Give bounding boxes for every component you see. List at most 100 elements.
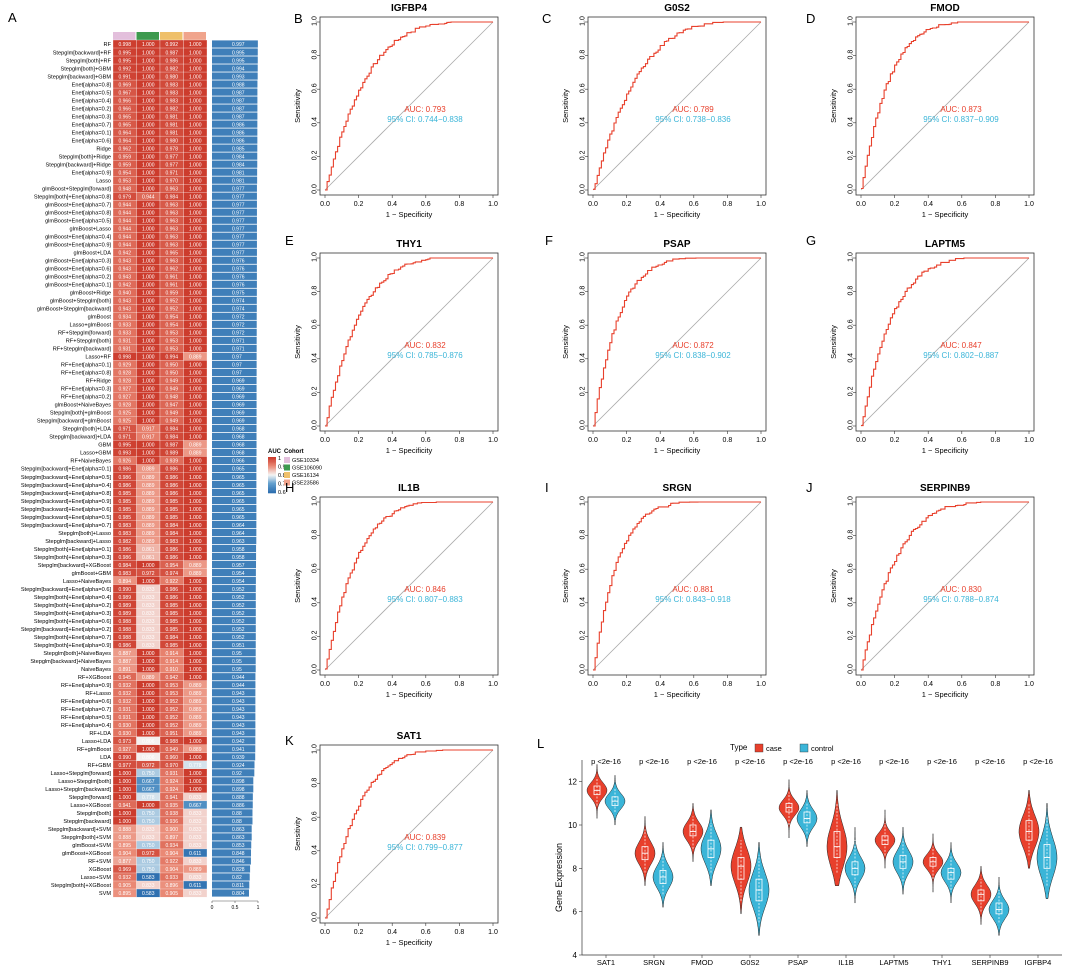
heat-cell-label: 0.894 — [118, 579, 131, 585]
legend-type-title: Type — [730, 743, 748, 752]
heat-cell-label: 0.986 — [165, 475, 178, 481]
violin-box-case — [689, 824, 697, 837]
roc-x-tick-label: 0.6 — [957, 201, 967, 208]
roc-plot-frame — [855, 252, 1035, 432]
violin-y-tick-label: 6 — [573, 908, 578, 917]
heat-cell-label: 1.000 — [189, 635, 202, 641]
heat-cell-label: 1.000 — [142, 411, 155, 417]
roc-x-tick-label: 0.0 — [856, 681, 866, 688]
roc-plot-frame — [319, 252, 499, 432]
heat-cell-label: 1.000 — [142, 291, 155, 297]
heat-cell-label: 0.988 — [118, 635, 131, 641]
heat-cell-label: 0.944 — [118, 218, 131, 224]
bar-axis-tick-label: 1 — [257, 905, 260, 911]
model-label: Stepglm[both]+Enet[alpha=0.7] — [34, 635, 112, 641]
heat-cell-label: 1.000 — [189, 459, 202, 465]
heat-cell-label: 0.889 — [189, 443, 202, 449]
mean-auc-label: 0.977 — [232, 234, 245, 240]
heat-cell-label: 0.750 — [142, 859, 155, 865]
heat-cell-label: 0.927 — [118, 395, 131, 401]
heat-cell-label: 0.974 — [165, 571, 178, 577]
legend-auc-swatch — [268, 485, 276, 488]
heat-cell-label: 0.971 — [118, 435, 131, 441]
roc-x-axis-title: 1 − Specificity — [654, 210, 701, 219]
roc-curve — [593, 21, 761, 190]
mean-auc-label: 0.92 — [232, 771, 242, 777]
legend-cohort-swatch — [284, 479, 290, 486]
heat-cell-label: 1.000 — [142, 74, 155, 80]
model-label: Stepglm[backward]+RF — [53, 50, 112, 56]
mean-auc-label: 0.976 — [232, 283, 245, 289]
panel-letter-c: C — [542, 11, 551, 26]
mean-auc-bar — [212, 673, 256, 681]
roc-x-axis-title: 1 − Specificity — [922, 690, 969, 699]
heat-cell-label: 1.000 — [189, 258, 202, 264]
roc-x-tick-label: 0.4 — [387, 929, 397, 936]
model-label: Stepglm[backward]+Enet[alpha=0.1] — [21, 467, 112, 473]
heat-cell-label: 0.889 — [189, 451, 202, 457]
heat-cell-label: 0.943 — [118, 299, 131, 305]
heat-cell-label: 1.000 — [189, 250, 202, 256]
heat-cell-label: 0.889 — [189, 715, 202, 721]
roc-y-tick-label: 0.8 — [580, 286, 587, 296]
mean-auc-bar — [212, 544, 257, 553]
roc-x-tick-label: 0.4 — [387, 681, 397, 688]
roc-curve — [861, 257, 1029, 427]
heat-cell-label: 1.000 — [189, 154, 202, 160]
mean-auc-label: 0.952 — [232, 587, 245, 593]
heat-cell-label: 0.985 — [118, 507, 131, 513]
mean-auc-bar — [212, 777, 254, 785]
violin-shape-control — [748, 842, 770, 936]
mean-auc-bar — [212, 256, 257, 264]
heat-cell-label: 0.981 — [165, 114, 178, 120]
mean-auc-bar — [212, 96, 258, 104]
heat-cell-label: 0.990 — [118, 755, 131, 761]
roc-x-tick-label: 0.8 — [723, 201, 733, 208]
mean-auc-bar — [212, 841, 252, 849]
mean-auc-bar — [212, 689, 256, 697]
roc-x-tick-label: 0.8 — [455, 437, 465, 444]
legend-auc-swatch — [268, 472, 276, 475]
mean-auc-bar — [212, 721, 256, 729]
heat-cell-label: 0.985 — [118, 491, 131, 497]
mean-auc-bar — [212, 264, 257, 272]
mean-auc-label: 0.968 — [232, 451, 245, 457]
roc-curve — [861, 501, 1029, 671]
roc-y-tick-label: 0.0 — [312, 420, 319, 430]
mean-auc-bar — [212, 865, 251, 873]
heat-cell-label: 1.000 — [189, 122, 202, 128]
roc-y-tick-label: 0.0 — [580, 664, 587, 674]
model-label: Stepglm[backward]+XGBoost — [38, 563, 112, 569]
heat-cell-label: 0.936 — [165, 819, 178, 825]
mean-auc-bar — [212, 817, 253, 825]
heat-cell-label: 0.944 — [118, 242, 131, 248]
roc-y-tick-label: 0.2 — [848, 150, 855, 160]
heat-cell-label: 0.928 — [118, 371, 131, 377]
roc-x-tick-label: 0.8 — [991, 201, 1001, 208]
heat-cell-label: 1.000 — [142, 178, 155, 184]
model-label: glmBoost+Stepglm[both] — [50, 299, 112, 305]
heat-cell-label: 0.964 — [118, 138, 131, 144]
mean-auc-label: 0.954 — [232, 579, 245, 585]
heat-cell-label: 0.861 — [142, 555, 155, 561]
mean-auc-bar — [212, 561, 257, 569]
heat-cell-label: 0.833 — [142, 627, 155, 633]
mean-auc-bar — [212, 801, 253, 809]
heat-cell-label: 0.833 — [142, 603, 155, 609]
mean-auc-label: 0.846 — [232, 859, 245, 865]
mean-auc-bar — [212, 320, 257, 328]
violin-gene-sat1: p <2e-16 SAT1 — [586, 757, 626, 965]
mean-auc-label: 0.888 — [232, 795, 245, 801]
mean-auc-bar — [212, 585, 256, 593]
violin-p-value: p <2e-16 — [639, 757, 669, 766]
violin-p-value: p <2e-16 — [975, 757, 1005, 766]
heat-cell-label: 0.889 — [142, 491, 155, 497]
heat-cell-label: 0.986 — [118, 483, 131, 489]
mean-auc-label: 0.968 — [232, 443, 245, 449]
legend-auc-tick: 1 — [278, 456, 281, 462]
heat-cell-label: 0.949 — [165, 379, 178, 385]
heat-cell-label: 0.924 — [165, 779, 178, 785]
mean-auc-label: 0.863 — [232, 827, 245, 833]
roc-ci-label: 95% CI: 0.788−0.874 — [923, 595, 999, 604]
